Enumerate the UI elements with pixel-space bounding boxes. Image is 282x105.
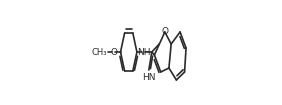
Text: CH₃: CH₃: [92, 47, 107, 56]
Text: HN: HN: [142, 72, 155, 81]
Text: NH: NH: [137, 47, 150, 56]
Text: O: O: [161, 26, 168, 35]
Text: O: O: [110, 47, 117, 56]
